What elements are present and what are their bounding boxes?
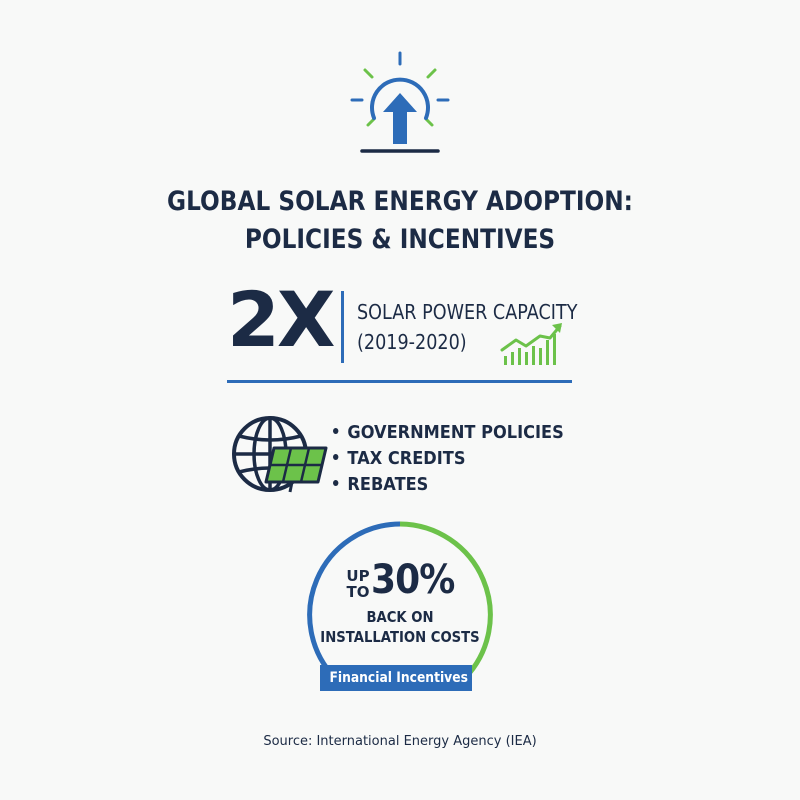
badge-label: Financial Incentives [329, 670, 468, 686]
list-item-label: TAX CREDITS [347, 448, 466, 469]
page-subtitle: POLICIES & INCENTIVES [244, 224, 556, 255]
growth-chart-icon [500, 323, 562, 365]
bullet-icon [333, 480, 339, 486]
bullet-icon [333, 428, 339, 434]
stat-divider [341, 291, 344, 363]
page-title: GLOBAL SOLAR ENERGY ADOPTION: [167, 186, 633, 217]
section-divider [227, 380, 572, 383]
incentive-description-line-2: INSTALLATION COSTS [320, 628, 480, 646]
list-item: GOVERNMENT POLICIES [333, 420, 564, 446]
incentive-percentage: 30% [371, 557, 455, 603]
globe-solar-panel-icon [232, 416, 328, 493]
list-item-label: REBATES [347, 474, 429, 495]
list-item-label: GOVERNMENT POLICIES [347, 422, 564, 443]
up-to-line-2: TO [346, 583, 370, 601]
incentive-description-line-1: BACK ON [366, 608, 434, 626]
bullet-icon [333, 454, 339, 460]
stat-label: SOLAR POWER CAPACITY [357, 300, 578, 324]
policy-drivers-list: GOVERNMENT POLICIES TAX CREDITS REBATES [333, 420, 589, 498]
list-item: TAX CREDITS [333, 446, 564, 472]
up-to-label: UP TO [345, 568, 371, 600]
list-item: REBATES [333, 472, 564, 498]
sunrise-arrow-icon [350, 51, 450, 153]
source-citation: Source: International Energy Agency (IEA… [263, 734, 537, 749]
capacity-multiplier: 2X [227, 275, 335, 364]
stat-period: (2019-2020) [357, 330, 467, 354]
up-to-line-1: UP [346, 567, 370, 585]
financial-incentives-badge: Financial Incentives [320, 665, 472, 691]
incentive-ring [307, 521, 493, 680]
